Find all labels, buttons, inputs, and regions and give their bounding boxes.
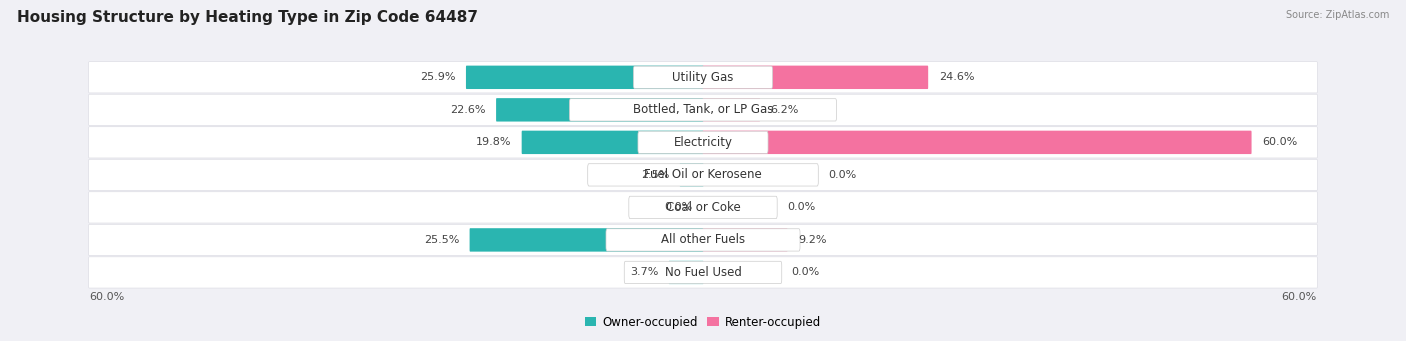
FancyBboxPatch shape: [465, 65, 703, 89]
Text: All other Fuels: All other Fuels: [661, 234, 745, 247]
Text: 2.5%: 2.5%: [641, 170, 669, 180]
FancyBboxPatch shape: [89, 62, 1317, 93]
Text: Utility Gas: Utility Gas: [672, 71, 734, 84]
FancyBboxPatch shape: [470, 228, 703, 252]
FancyBboxPatch shape: [679, 163, 703, 187]
Text: Coal or Coke: Coal or Coke: [665, 201, 741, 214]
Text: 25.5%: 25.5%: [423, 235, 460, 245]
FancyBboxPatch shape: [606, 229, 800, 251]
FancyBboxPatch shape: [703, 98, 761, 121]
Text: 25.9%: 25.9%: [420, 72, 456, 82]
Text: 3.7%: 3.7%: [630, 267, 658, 278]
FancyBboxPatch shape: [624, 261, 782, 284]
Text: 6.2%: 6.2%: [770, 105, 799, 115]
Text: 60.0%: 60.0%: [1263, 137, 1298, 147]
FancyBboxPatch shape: [638, 131, 768, 153]
FancyBboxPatch shape: [522, 131, 703, 154]
FancyBboxPatch shape: [89, 159, 1317, 191]
Text: 9.2%: 9.2%: [799, 235, 827, 245]
Text: 22.6%: 22.6%: [450, 105, 485, 115]
Text: Bottled, Tank, or LP Gas: Bottled, Tank, or LP Gas: [633, 103, 773, 116]
Text: 0.0%: 0.0%: [792, 267, 820, 278]
Text: Fuel Oil or Kerosene: Fuel Oil or Kerosene: [644, 168, 762, 181]
FancyBboxPatch shape: [569, 99, 837, 121]
FancyBboxPatch shape: [89, 127, 1317, 158]
Text: 19.8%: 19.8%: [475, 137, 512, 147]
Text: No Fuel Used: No Fuel Used: [665, 266, 741, 279]
FancyBboxPatch shape: [703, 65, 928, 89]
Text: 0.0%: 0.0%: [787, 203, 815, 212]
FancyBboxPatch shape: [703, 131, 1251, 154]
FancyBboxPatch shape: [496, 98, 703, 121]
Text: 60.0%: 60.0%: [1282, 292, 1317, 302]
FancyBboxPatch shape: [703, 228, 787, 252]
FancyBboxPatch shape: [89, 94, 1317, 125]
FancyBboxPatch shape: [669, 261, 703, 284]
Text: Electricity: Electricity: [673, 136, 733, 149]
FancyBboxPatch shape: [633, 66, 773, 88]
Text: Housing Structure by Heating Type in Zip Code 64487: Housing Structure by Heating Type in Zip…: [17, 10, 478, 25]
FancyBboxPatch shape: [588, 164, 818, 186]
Text: 24.6%: 24.6%: [939, 72, 974, 82]
FancyBboxPatch shape: [628, 196, 778, 219]
Text: 0.0%: 0.0%: [828, 170, 856, 180]
FancyBboxPatch shape: [89, 257, 1317, 288]
Text: 0.0%: 0.0%: [664, 203, 692, 212]
FancyBboxPatch shape: [89, 192, 1317, 223]
FancyBboxPatch shape: [89, 224, 1317, 255]
Legend: Owner-occupied, Renter-occupied: Owner-occupied, Renter-occupied: [579, 311, 827, 333]
Text: 60.0%: 60.0%: [89, 292, 124, 302]
Text: Source: ZipAtlas.com: Source: ZipAtlas.com: [1285, 10, 1389, 20]
